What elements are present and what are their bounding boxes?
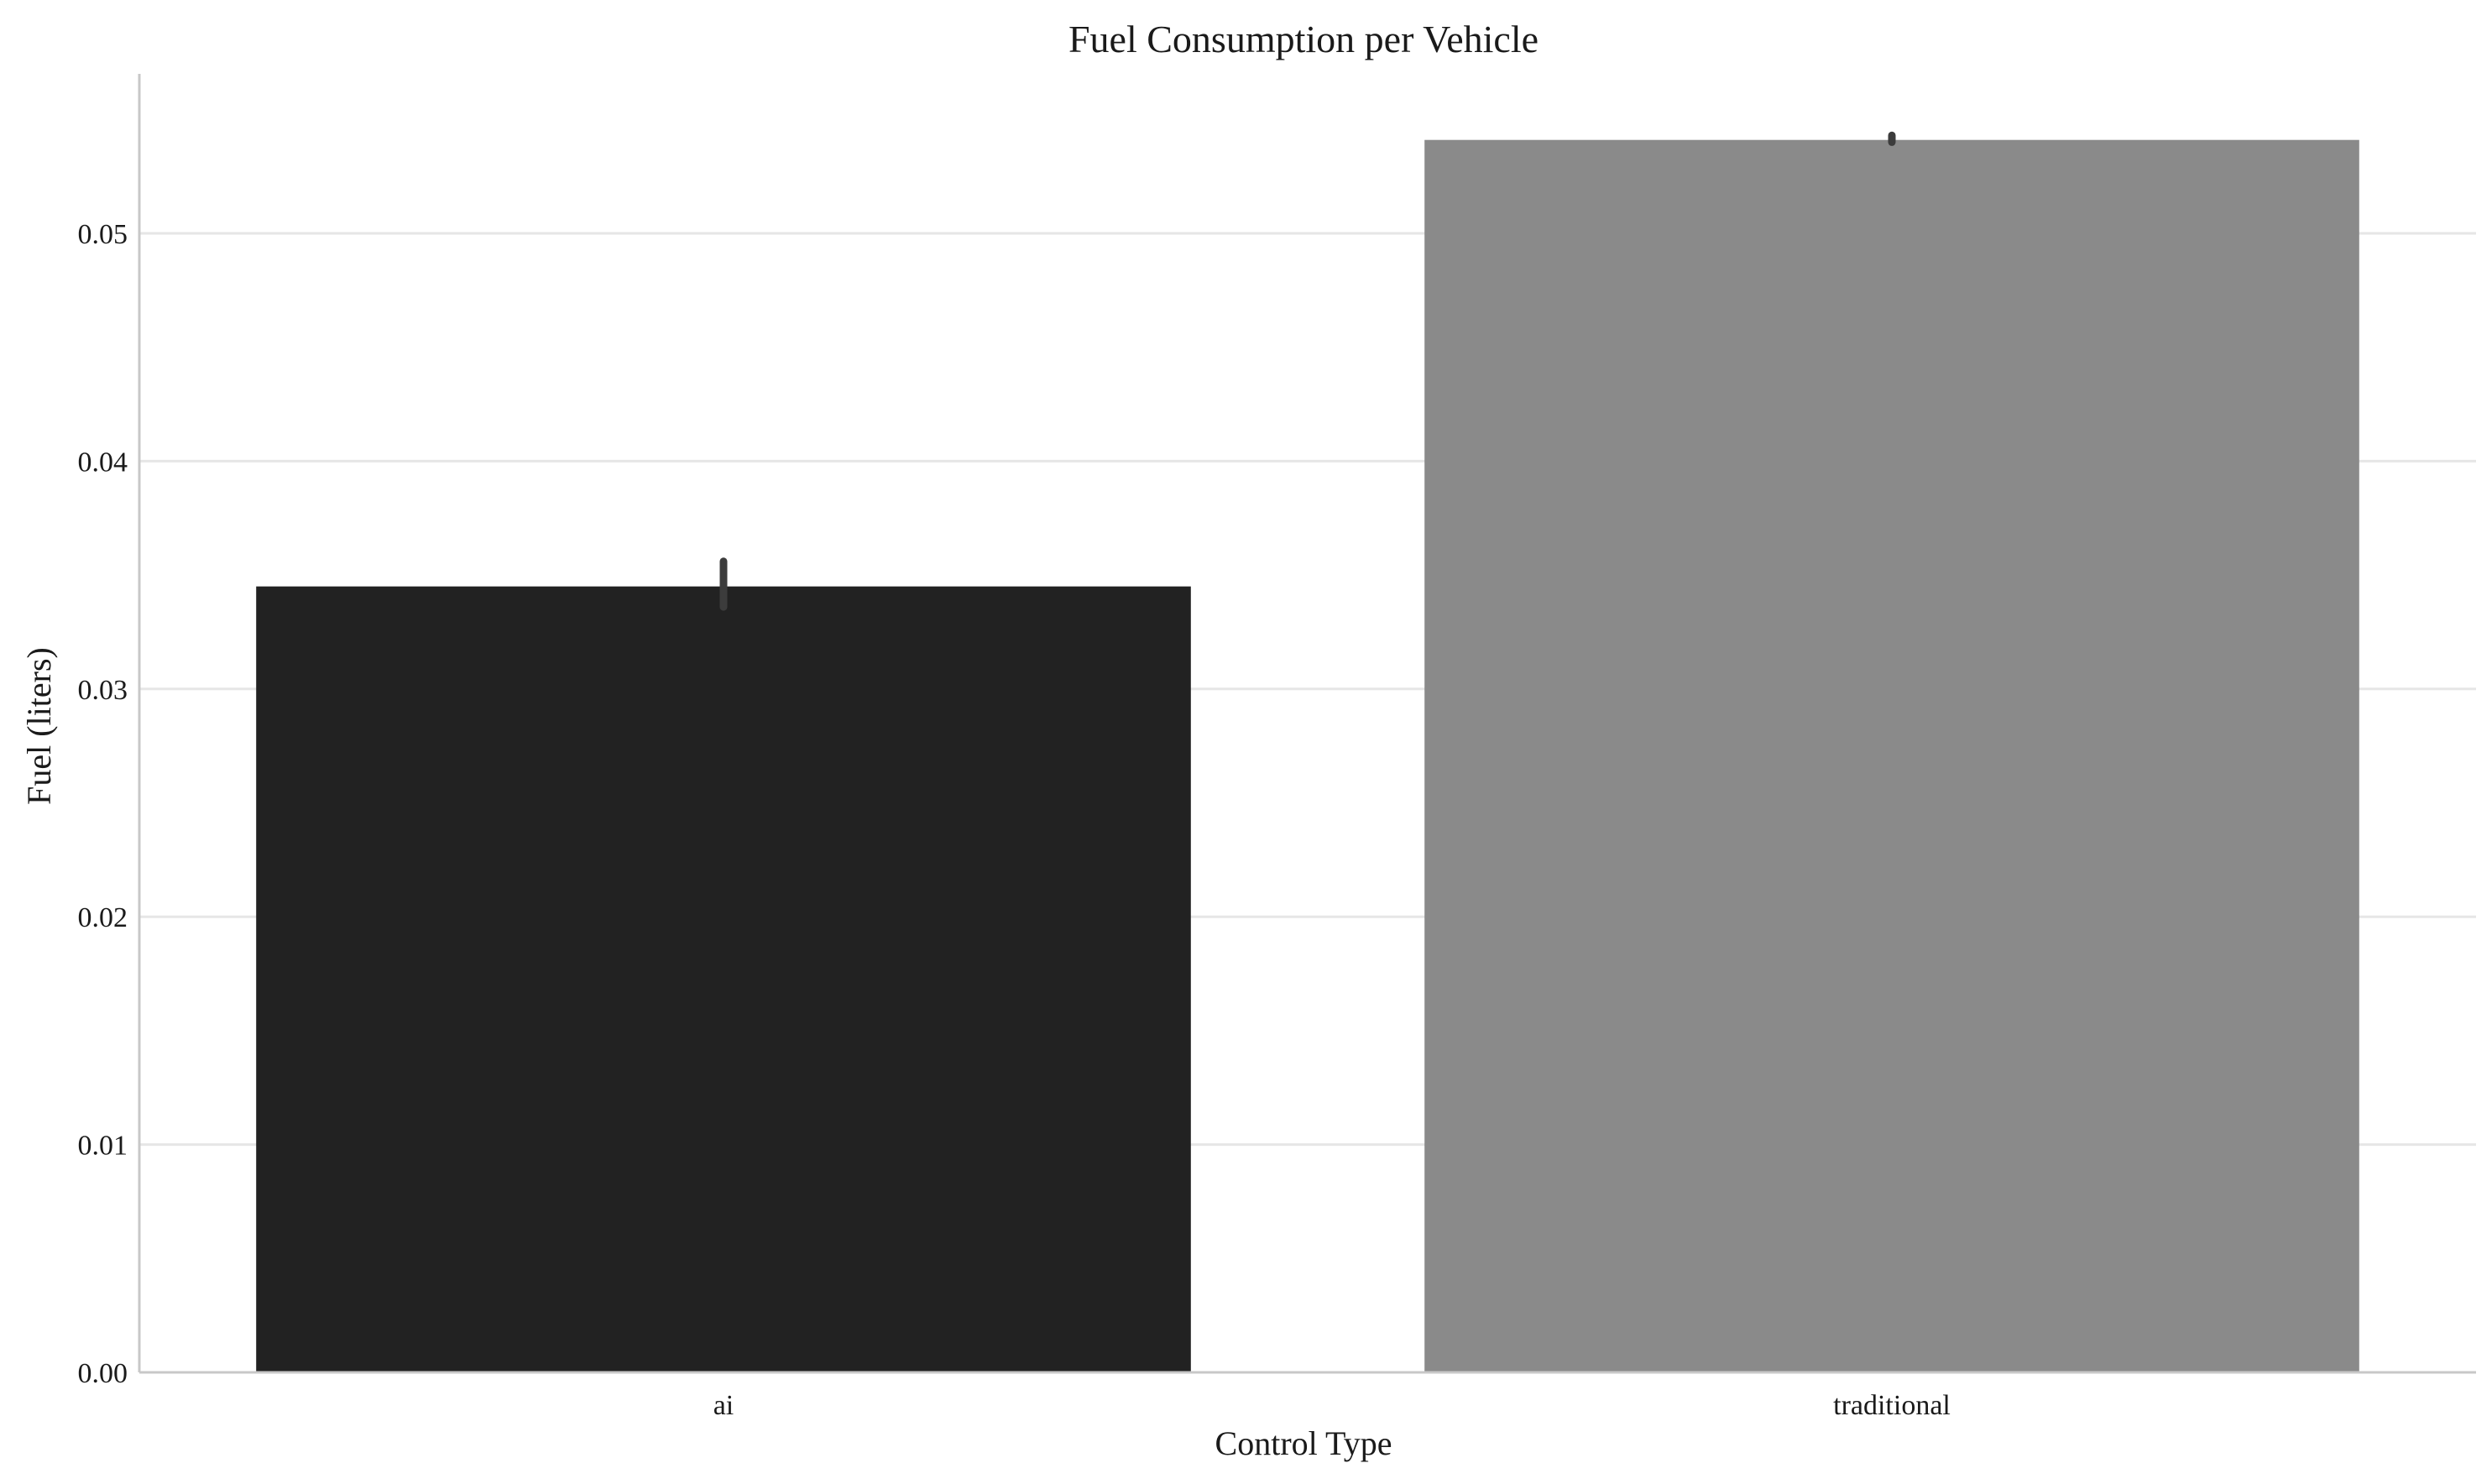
y-axis-label: Fuel (liters): [20, 647, 58, 805]
tick-labels: 0.00 0.01 0.02 0.03 0.04 0.05 ai traditional: [78, 219, 1951, 1421]
y-tick-label: 0.02: [78, 902, 128, 933]
bars: [256, 139, 2359, 1372]
y-tick-label: 0.04: [78, 447, 128, 478]
error-bars: [719, 131, 1896, 611]
x-tick-label: ai: [713, 1390, 734, 1421]
y-tick-label: 0.03: [78, 675, 128, 706]
axes: [138, 74, 2476, 1374]
chart-title: Fuel Consumption per Vehicle: [1068, 18, 1539, 60]
y-tick-label: 0.00: [78, 1358, 128, 1389]
x-axis-label: Control Type: [1215, 1424, 1392, 1462]
y-tick-label: 0.01: [78, 1131, 128, 1162]
bar-traditional: [1424, 139, 2359, 1372]
x-tick-label: traditional: [1833, 1390, 1951, 1421]
y-tick-label: 0.05: [78, 219, 128, 250]
bar-ai: [256, 586, 1191, 1372]
